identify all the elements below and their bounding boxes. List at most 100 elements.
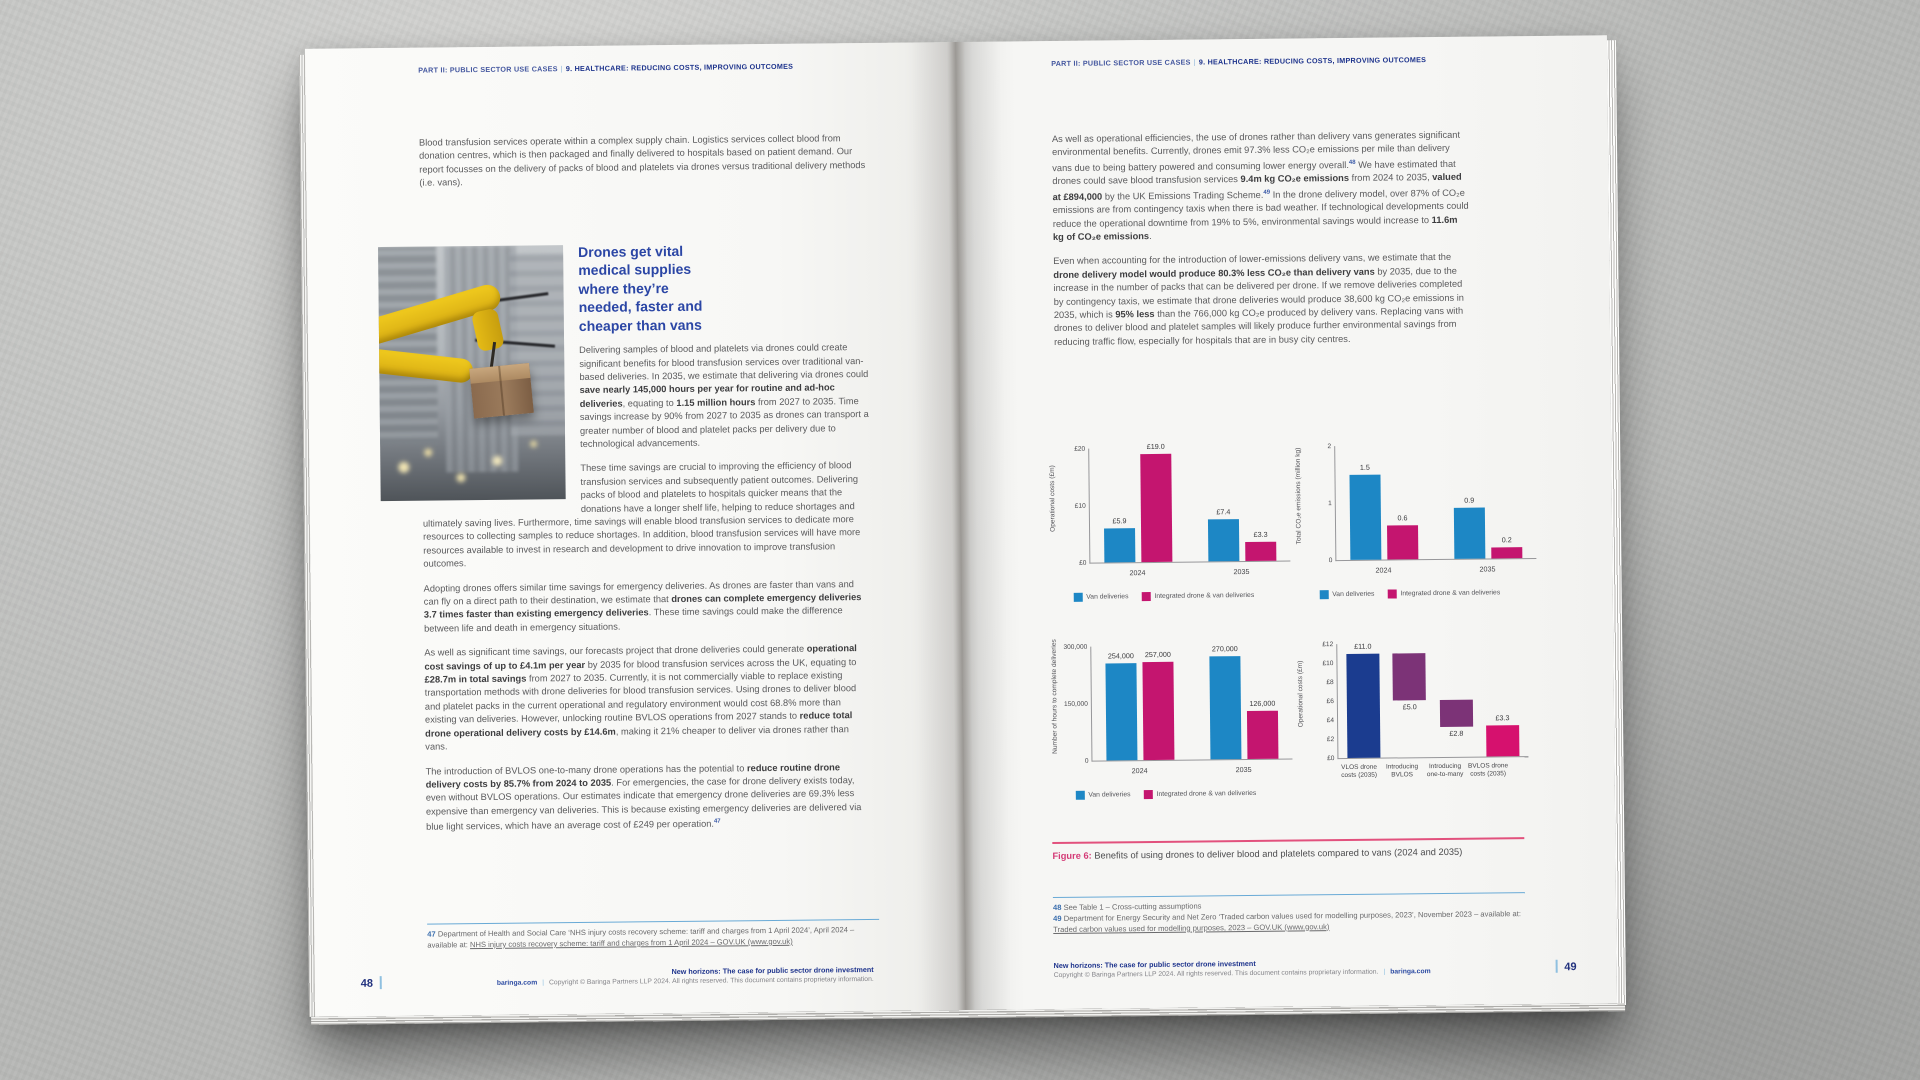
body-paragraph: Adopting drones offers similar time savi…	[424, 578, 872, 636]
bar-value-label: £3.3	[1253, 529, 1268, 540]
figure-caption-text: Benefits of using drones to deliver bloo…	[1091, 846, 1463, 861]
category-label: 2035	[1233, 566, 1250, 577]
chart-plot: £0 £2 £4 £6 £8 £10 £12 £11.0 £5.0 £2.8 £3.3	[1322, 641, 1529, 762]
axis-tick: 300,000	[1063, 643, 1088, 651]
right-body-column: As well as operational efficiencies, the…	[1052, 129, 1470, 361]
axis-tick: £4	[1326, 717, 1335, 725]
bar-group-item: £7.4	[1207, 447, 1240, 562]
running-header-part: PART II: PUBLIC SECTOR USE CASES	[418, 64, 558, 75]
bar	[1140, 453, 1173, 563]
bar-value-label: 0.6	[1397, 513, 1408, 523]
bar-group-item: 254,000	[1105, 646, 1138, 761]
bar	[1486, 724, 1520, 757]
bar-group-item: £5.9	[1103, 448, 1136, 563]
inline-link[interactable]: Traded carbon values used for modelling …	[1053, 921, 1330, 934]
bar-group-item: 0.6	[1386, 445, 1419, 560]
axis-tick: £10	[1074, 502, 1086, 510]
body-paragraph: Even when accounting for the introductio…	[1053, 251, 1470, 349]
page-number-value: 48	[360, 977, 374, 990]
axis-tick: £6	[1326, 698, 1334, 706]
figure-caption-label: Figure 6:	[1052, 850, 1092, 862]
media-section: Drones get vital medical supplies where …	[378, 240, 870, 572]
axis-tick: £20	[1074, 445, 1086, 453]
footer-legal-line: Copyright © Baringa Partners LLP 2024. A…	[1054, 968, 1431, 979]
chart-legend: Van deliveries Integrated drone & van del…	[1050, 789, 1282, 800]
chart-plot: 0 150,000 300,000 254,000 257,000 270,000 126,…	[1063, 644, 1293, 765]
category-label: 2024	[1129, 568, 1146, 578]
bar-group: 270,000 126,000	[1209, 645, 1279, 760]
open-report-spread: PART II: PUBLIC SECTOR USE CASES | 9. HEAL…	[299, 35, 1627, 1025]
footer-site-link[interactable]: baringa.com	[1390, 968, 1431, 976]
footer-separator: |	[1383, 968, 1386, 976]
footer-legal-line: baringa.com | Copyright © Baringa Partners…	[497, 976, 874, 987]
bar-group: £7.4 £3.3	[1207, 447, 1277, 562]
blurred-building	[378, 246, 439, 445]
chart-legend: Van deliveries Integrated drone & van del…	[1048, 591, 1280, 602]
axis-tick: 1	[1328, 500, 1332, 508]
footer-site-link[interactable]: baringa.com	[496, 979, 538, 987]
bar-group: 254,000 257,000	[1105, 646, 1175, 761]
running-header-section: 9. HEALTHCARE: REDUCING COSTS, IMPROVING…	[1198, 55, 1427, 67]
chart-operational-costs-vans-vs-drones: Operational costs (£m) £0 £10 £20 £5.9 £19.0 £…	[1046, 439, 1291, 615]
x-axis-labels: 2024 2035	[1335, 564, 1535, 575]
legend-swatch	[1141, 592, 1151, 602]
figure-caption: Figure 6: Benefits of using drones to de…	[1052, 846, 1524, 861]
inline-link[interactable]: NHS injury costs recovery scheme: tariff…	[469, 936, 793, 949]
running-header-part: PART II: PUBLIC SECTOR USE CASES	[1051, 57, 1191, 69]
bar-group-item: £3.3	[1485, 642, 1520, 757]
bar-value-label: £19.0	[1146, 441, 1165, 451]
bar-group-item: 126,000	[1246, 645, 1279, 760]
y-axis-label: Operational costs (£m)	[1048, 465, 1057, 532]
bar-value-label: £2.8	[1449, 728, 1464, 738]
text-segment: As well as significant time savings, our…	[424, 643, 807, 658]
bar-group: 1.5 0.6	[1349, 445, 1419, 560]
body-paragraph: As well as significant time savings, our…	[424, 642, 872, 754]
left-page-footer: New horizons: The case for public sector…	[497, 965, 874, 987]
legend-label: Integrated drone & van deliveries	[1156, 789, 1257, 798]
bar-group-item: 257,000	[1142, 646, 1175, 761]
left-page: PART II: PUBLIC SECTOR USE CASES | 9. HEAL…	[304, 42, 967, 1017]
text-segment: 95% less	[1115, 309, 1155, 320]
bar-group-item: £5.0	[1392, 643, 1427, 757]
bar-group-item: £11.0	[1346, 641, 1381, 758]
page-number-right: 49	[1548, 959, 1577, 974]
bokeh-light	[424, 448, 433, 457]
text-segment: See Table 1 – Cross-cutting assumptions	[1061, 901, 1202, 912]
cardboard-package	[469, 362, 534, 419]
running-header: PART II: PUBLIC SECTOR USE CASES | 9. HEAL…	[1051, 55, 1426, 68]
text-segment: , equating to	[622, 397, 677, 409]
bar-value-label: 0.2	[1501, 534, 1512, 544]
bokeh-light	[492, 455, 503, 466]
axis-tick: £0	[1079, 559, 1087, 567]
running-header: PART II: PUBLIC SECTOR USE CASES | 9. HEAL…	[418, 62, 793, 75]
body-paragraph: The introduction of BVLOS one-to-many dr…	[425, 760, 873, 834]
running-header-section: 9. HEALTHCARE: REDUCING COSTS, IMPROVING…	[565, 61, 794, 74]
legend-label: Integrated drone & van deliveries	[1154, 591, 1255, 600]
right-page-footer: New horizons: The case for public sector…	[1054, 957, 1431, 979]
footnote-49[interactable]: 49 Department for Energy Security and Ne…	[1053, 909, 1525, 936]
bar	[1392, 652, 1427, 701]
text-segment: £28.7m in total savings	[424, 673, 527, 685]
x-axis-labels: 2024 2035	[1092, 765, 1292, 776]
running-header-separator: |	[560, 64, 563, 74]
chart-plot: 0 1 2 1.5 0.6 0.9 0.2	[1327, 443, 1537, 564]
bokeh-light	[398, 461, 410, 473]
bokeh-light	[456, 472, 466, 482]
text-segment: .	[1149, 231, 1152, 242]
category-label: Introducing one-to-many	[1426, 762, 1464, 779]
legend-item: Van deliveries	[1073, 592, 1129, 602]
axis-tick: £8	[1326, 679, 1334, 687]
footnote-47-text[interactable]: 47 Department of Health and Social Care …	[427, 925, 854, 949]
chart-co2e-emissions: Total CO₂e emissions (million kg) 0 1 2 1.5 0…	[1292, 436, 1537, 612]
axis-tick: 150,000	[1063, 700, 1088, 708]
bar-group-item: £19.0	[1140, 442, 1173, 563]
left-body-column: Blood transfusion services operate withi…	[378, 132, 873, 845]
figure-6-charts: Operational costs (£m) £0 £10 £20 £5.9 £19.0 £…	[1046, 436, 1537, 839]
bar	[1246, 710, 1279, 760]
text-segment: by the UK Emissions Trading Scheme.	[1102, 189, 1264, 202]
bar	[1142, 662, 1175, 761]
axis-tick: 0	[1328, 557, 1333, 565]
legend-swatch	[1073, 592, 1083, 602]
footnote-47: 47 Department of Health and Social Care …	[427, 918, 880, 952]
